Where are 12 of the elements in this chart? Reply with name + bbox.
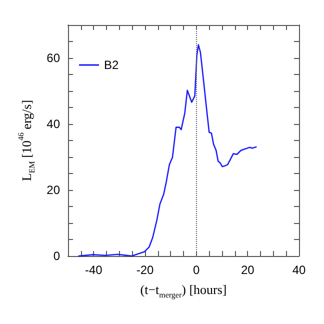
- y-tick-label: 60: [46, 51, 60, 65]
- x-tick-label: 20: [240, 263, 255, 277]
- y-tick-label: 0: [53, 249, 60, 263]
- x-tick-label: 40: [292, 263, 306, 277]
- y-axis-title: LEM [1046 erg/s]: [16, 100, 36, 182]
- y-tick-label: 40: [46, 117, 60, 131]
- y-tick-label: 20: [46, 183, 60, 197]
- x-tick-label: -20: [136, 263, 154, 277]
- x-tick-label: 0: [192, 263, 200, 277]
- line-series: [78, 44, 258, 257]
- legend-label: B2: [104, 58, 120, 72]
- x-tick-label: -40: [84, 263, 103, 277]
